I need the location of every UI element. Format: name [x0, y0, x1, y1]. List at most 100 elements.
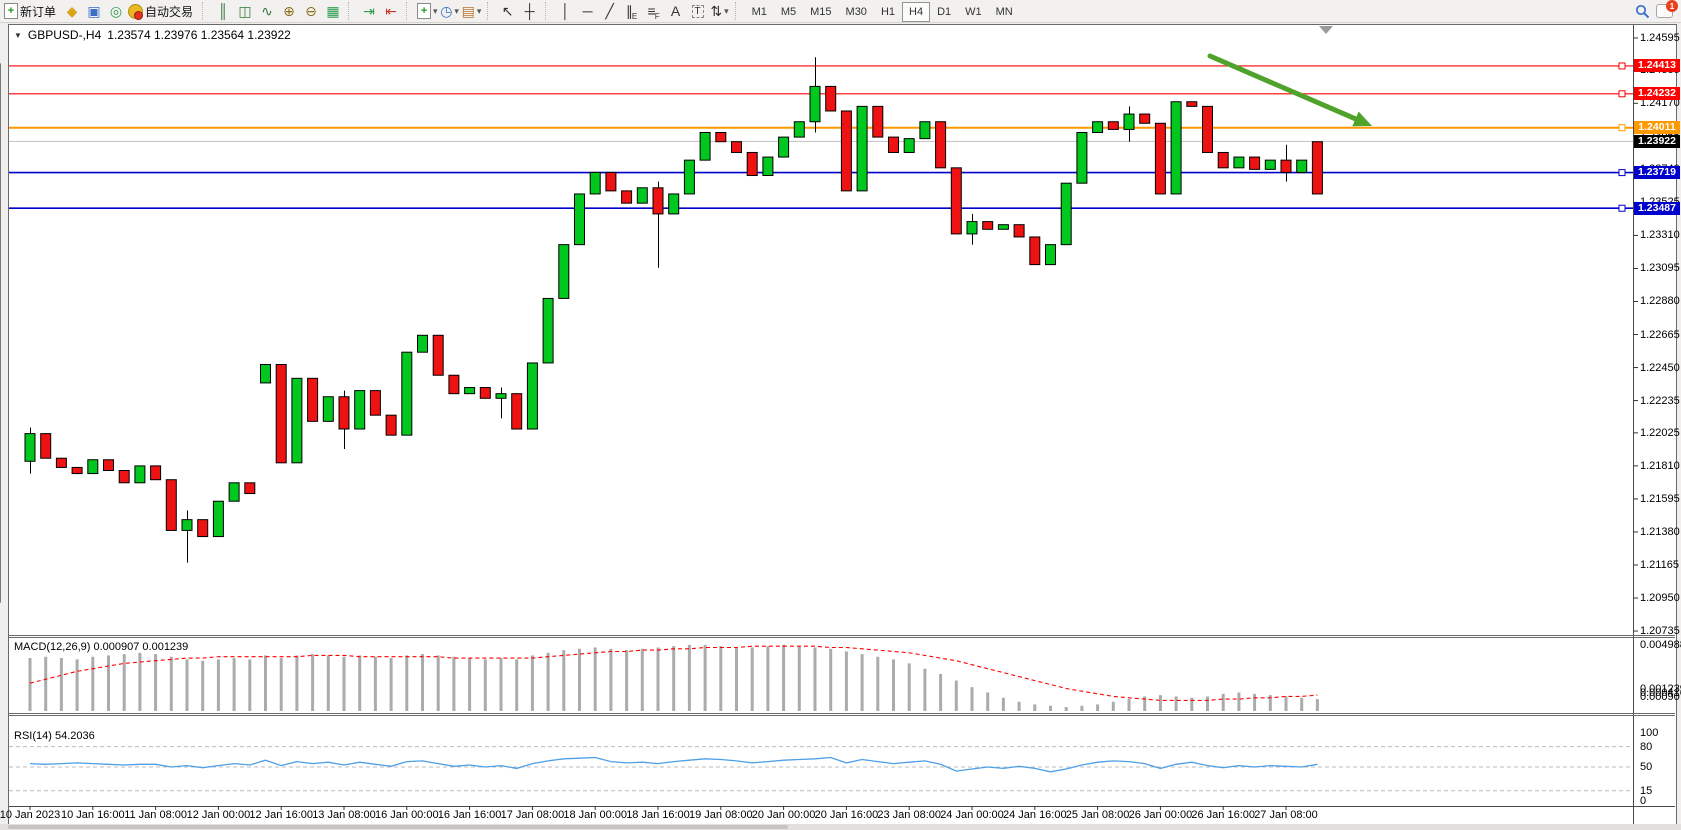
- tab-h1[interactable]: H1: [880, 6, 895, 18]
- line-chart-icon: ∿: [261, 2, 273, 19]
- time-axis-label: 23 Jan 08:00: [877, 809, 941, 821]
- arrows-button[interactable]: ⇅ ▾: [710, 1, 730, 21]
- vertical-line-button[interactable]: │: [556, 1, 576, 21]
- auto-scroll-icon: ⇥: [363, 2, 375, 19]
- price-tick-label: 1.21380: [1640, 525, 1680, 538]
- tile-windows-button[interactable]: ▦: [323, 1, 343, 21]
- tab-m5[interactable]: M5: [780, 6, 797, 18]
- tab-m15[interactable]: M15: [810, 6, 832, 18]
- zoom-in-icon: ⊕: [283, 2, 295, 19]
- macd-value-label: 0.001239: [1640, 683, 1681, 695]
- chart-symbol-title: GBPUSD-,H4: [27, 28, 102, 42]
- price-level-label: 1.23487: [1634, 201, 1680, 215]
- tab-m1[interactable]: M1: [751, 6, 767, 18]
- text-label-button[interactable]: T: [688, 1, 708, 21]
- toolbar-separator: [734, 2, 740, 20]
- horizontal-line-button[interactable]: ─: [578, 1, 598, 21]
- channel-button[interactable]: ∥ E: [622, 1, 642, 22]
- vertical-line-icon: │: [561, 3, 570, 19]
- time-axis-label: 18 Jan 00:00: [563, 809, 627, 821]
- macd-value-label: 0.000907: [1640, 691, 1681, 703]
- horizontal-scrollbar[interactable]: [0, 824, 1681, 830]
- market-watch-button[interactable]: ◆: [62, 1, 82, 21]
- tab-mn[interactable]: MN: [995, 6, 1013, 18]
- price-tick-label: 1.21595: [1640, 492, 1680, 505]
- templates-button[interactable]: ▤ ▾: [462, 1, 482, 21]
- candle-chart-button[interactable]: ◫: [235, 1, 255, 21]
- toolbar-separator: [544, 2, 550, 20]
- arrows-icon: ⇅: [710, 2, 723, 19]
- current-price-label: 1.23922: [1634, 134, 1680, 148]
- price-level-label: 1.24413: [1634, 59, 1680, 73]
- time-axis-label: 24 Jan 00:00: [940, 809, 1004, 821]
- auto-scroll-button[interactable]: ⇥: [359, 1, 379, 21]
- tab-m30[interactable]: M30: [845, 6, 867, 18]
- search-icon[interactable]: [1635, 4, 1650, 19]
- rsi-tick-label: 80: [1640, 740, 1653, 753]
- price-tick-label: 1.20950: [1640, 592, 1680, 605]
- price-tick-label: 1.23310: [1640, 229, 1680, 242]
- price-tick-label: 1.22025: [1640, 426, 1680, 439]
- zoom-out-button[interactable]: ⊖: [301, 1, 321, 21]
- scrollbar-thumb[interactable]: [8, 825, 788, 829]
- auto-trading-button[interactable]: 自动交易: [128, 1, 197, 21]
- bar-chart-button[interactable]: ║: [213, 1, 233, 21]
- toolbar-right: 1: [1635, 0, 1681, 19]
- clock-icon: ◷: [440, 2, 453, 19]
- cursor-icon: ↖: [501, 2, 514, 19]
- price-tick-label: 1.22450: [1640, 361, 1680, 374]
- chevron-down-icon: ▾: [454, 5, 459, 16]
- indicators-button[interactable]: + ▾: [417, 1, 438, 21]
- auto-trading-label: 自动交易: [145, 4, 194, 19]
- price-level-label: 1.23719: [1634, 166, 1680, 180]
- notifications-icon[interactable]: 1: [1656, 0, 1678, 18]
- price-tick-label: 1.24170: [1640, 97, 1680, 110]
- collapse-icon[interactable]: ▼: [14, 30, 22, 40]
- price-tick-label: 1.23095: [1640, 262, 1680, 275]
- signals-button[interactable]: ◎: [106, 1, 126, 21]
- chart-shift-icon: ⇤: [385, 2, 397, 19]
- time-axis-label: 13 Jan 08:00: [312, 809, 376, 821]
- chart-shift-button[interactable]: ⇤: [381, 1, 401, 21]
- price-tick-label: 1.22235: [1640, 394, 1680, 407]
- price-tick-label: 1.21165: [1640, 558, 1679, 571]
- tab-w1[interactable]: W1: [965, 6, 982, 18]
- zoom-in-button[interactable]: ⊕: [279, 1, 299, 21]
- signal-icon: ◎: [109, 2, 123, 19]
- fibonacci-button[interactable]: ≡ F: [644, 1, 664, 21]
- navigator-icon: ▣: [87, 2, 101, 19]
- indicators-icon: +: [417, 3, 432, 19]
- time-axis-label: 26 Jan 16:00: [1191, 809, 1255, 821]
- toolbar-separator: [202, 2, 207, 20]
- cursor-button[interactable]: ↖: [498, 1, 518, 21]
- periods-button[interactable]: ◷ ▾: [440, 1, 460, 21]
- trendline-button[interactable]: ╱: [600, 1, 620, 21]
- toolbar-separator: [486, 2, 492, 20]
- text-label-icon: T: [691, 4, 704, 18]
- text-button[interactable]: A: [666, 1, 686, 21]
- new-order-label: 新订单: [20, 4, 57, 19]
- macd-indicator-label: MACD(12,26,9) 0.000907 0.001239: [14, 641, 189, 653]
- time-axis-label: 12 Jan 16:00: [249, 809, 313, 821]
- rsi-indicator-label: RSI(14) 54.2036: [14, 730, 95, 742]
- rsi-tick-label: 100: [1640, 727, 1659, 739]
- tab-d1[interactable]: D1: [937, 6, 952, 18]
- template-icon: ▤: [461, 2, 475, 19]
- price-tick-label: 1.22880: [1640, 295, 1680, 308]
- time-axis-label: 24 Jan 16:00: [1002, 809, 1067, 821]
- macd-scale-label: 0.004988: [1640, 639, 1681, 651]
- tab-h4[interactable]: H4: [902, 2, 931, 22]
- line-chart-button[interactable]: ∿: [257, 1, 277, 21]
- navigator-button[interactable]: ▣: [84, 1, 104, 21]
- time-axis-label: 19 Jan 08:00: [688, 809, 753, 821]
- time-axis-label: 25 Jan 08:00: [1065, 809, 1130, 821]
- text-icon: A: [670, 3, 681, 19]
- fibonacci-icon: ≡: [647, 3, 656, 19]
- time-axis-label: 16 Jan 16:00: [437, 809, 502, 821]
- new-order-button[interactable]: + 新订单: [4, 1, 60, 21]
- crosshair-icon: ┼: [524, 3, 535, 19]
- horizontal-line-icon: ─: [582, 3, 593, 19]
- crosshair-button[interactable]: ┼: [520, 1, 540, 21]
- time-axis-label: 20 Jan 16:00: [814, 809, 879, 821]
